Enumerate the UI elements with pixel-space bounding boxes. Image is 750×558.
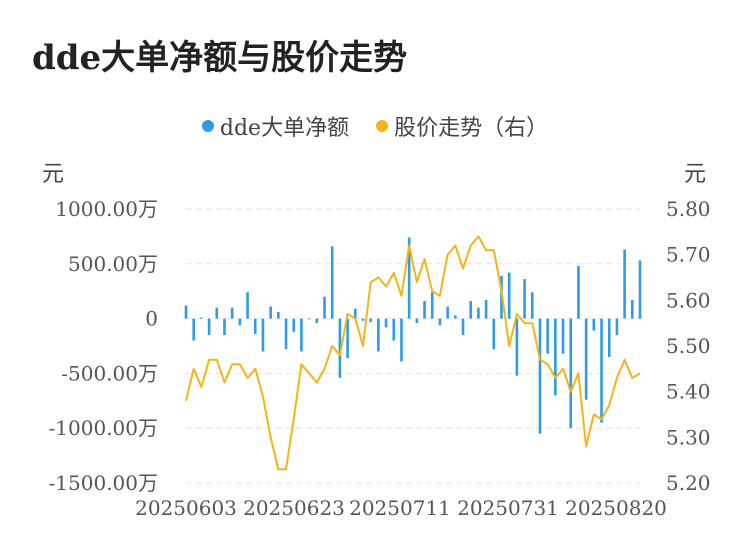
right-axis-labels: 5.80 5.70 5.60 5.50 5.40 5.30 5.20 (666, 197, 711, 495)
legend-label-price: 股价走势（右） (394, 116, 549, 141)
chart-legend: dde大单净额 股价走势（右） (0, 110, 750, 142)
right-tick-label: 5.40 (666, 380, 711, 404)
bar[interactable] (353, 308, 357, 319)
bar[interactable] (361, 318, 365, 321)
bar[interactable] (577, 265, 580, 319)
bar[interactable] (492, 318, 496, 350)
x-axis-labels: 20250603 20250623 20250711 20250731 20250820 (135, 496, 667, 520)
bar[interactable] (430, 292, 434, 319)
bar[interactable] (530, 292, 534, 319)
bar[interactable] (415, 318, 419, 323)
bar[interactable] (484, 299, 488, 319)
bar[interactable] (638, 260, 642, 319)
bar-series-dde (184, 237, 642, 434)
bar[interactable] (392, 318, 396, 341)
bar[interactable] (238, 318, 242, 326)
bar[interactable] (192, 318, 195, 341)
bar[interactable] (454, 315, 457, 319)
bar[interactable] (323, 296, 326, 319)
right-tick-label: 5.50 (666, 334, 711, 358)
bar[interactable] (538, 318, 542, 434)
bar[interactable] (253, 318, 257, 334)
x-tick-label: 20250623 (243, 496, 345, 520)
bar[interactable] (446, 306, 449, 319)
bar[interactable] (600, 318, 603, 423)
bar[interactable] (554, 318, 557, 396)
bar[interactable] (223, 318, 226, 336)
line-series-price (185, 235, 641, 471)
bar[interactable] (338, 318, 342, 378)
bar[interactable] (584, 318, 588, 400)
bar[interactable] (438, 318, 442, 326)
bar[interactable] (346, 318, 349, 359)
bar[interactable] (384, 318, 388, 328)
x-tick-label: 20250711 (349, 496, 451, 520)
legend-label-dde: dde大单净额 (219, 116, 350, 141)
left-tick-label: 0 (145, 307, 158, 331)
bar[interactable] (569, 318, 573, 429)
left-tick-label: -500.00万 (61, 361, 158, 385)
bar[interactable] (377, 318, 380, 352)
bar[interactable] (200, 317, 203, 319)
bar[interactable] (400, 318, 403, 362)
bar[interactable] (561, 318, 565, 354)
bar[interactable] (461, 318, 465, 336)
bar[interactable] (215, 307, 219, 319)
bar[interactable] (615, 318, 619, 336)
right-tick-label: 5.70 (666, 243, 711, 267)
right-tick-label: 5.80 (666, 197, 711, 221)
bar[interactable] (523, 279, 526, 319)
bar[interactable] (623, 249, 626, 319)
bar[interactable] (507, 272, 511, 319)
bar[interactable] (261, 318, 265, 352)
legend-item-price[interactable]: 股价走势（右） (376, 110, 548, 142)
bar[interactable] (284, 318, 288, 350)
bar[interactable] (330, 246, 334, 319)
legend-dot-dde (201, 120, 214, 132)
legend-dot-price (376, 120, 389, 132)
right-axis-unit: 元 (684, 162, 707, 187)
right-tick-label: 5.30 (666, 425, 711, 449)
x-tick-label: 20250603 (135, 496, 237, 520)
right-tick-label: 5.20 (666, 471, 711, 495)
left-tick-label: -1000.00万 (49, 416, 158, 440)
chart-title: dde大单净额与股价走势 (32, 38, 408, 78)
bar[interactable] (607, 318, 611, 357)
left-axis-labels: 1000.00万 500.00万 0 -500.00万 -1000.00万 -1500.0… (49, 197, 158, 495)
bar[interactable] (230, 307, 234, 319)
bar[interactable] (315, 318, 319, 323)
bar[interactable] (300, 318, 303, 352)
bar[interactable] (207, 318, 211, 336)
legend-item-dde[interactable]: dde大单净额 (201, 110, 350, 142)
bar[interactable] (292, 318, 296, 332)
right-tick-label: 5.60 (666, 288, 711, 312)
left-axis-unit: 元 (42, 162, 65, 187)
bar[interactable] (407, 237, 411, 319)
left-tick-label: 1000.00万 (55, 197, 158, 221)
bar[interactable] (515, 318, 519, 376)
x-tick-label: 20250731 (457, 496, 559, 520)
price-line[interactable] (185, 235, 641, 471)
bar[interactable] (369, 318, 372, 322)
left-tick-label: 500.00万 (68, 252, 158, 276)
bar[interactable] (477, 307, 480, 319)
bar[interactable] (631, 299, 634, 319)
bar[interactable] (423, 301, 426, 319)
bar[interactable] (592, 318, 596, 331)
bar[interactable] (246, 292, 249, 319)
bar[interactable] (469, 301, 473, 319)
bar[interactable] (546, 318, 549, 354)
x-tick-label: 20250820 (565, 496, 667, 520)
bar[interactable] (307, 318, 311, 320)
left-tick-label: -1500.00万 (49, 471, 158, 495)
bar[interactable] (277, 312, 280, 319)
bar[interactable] (184, 305, 188, 319)
bar[interactable] (269, 306, 272, 319)
